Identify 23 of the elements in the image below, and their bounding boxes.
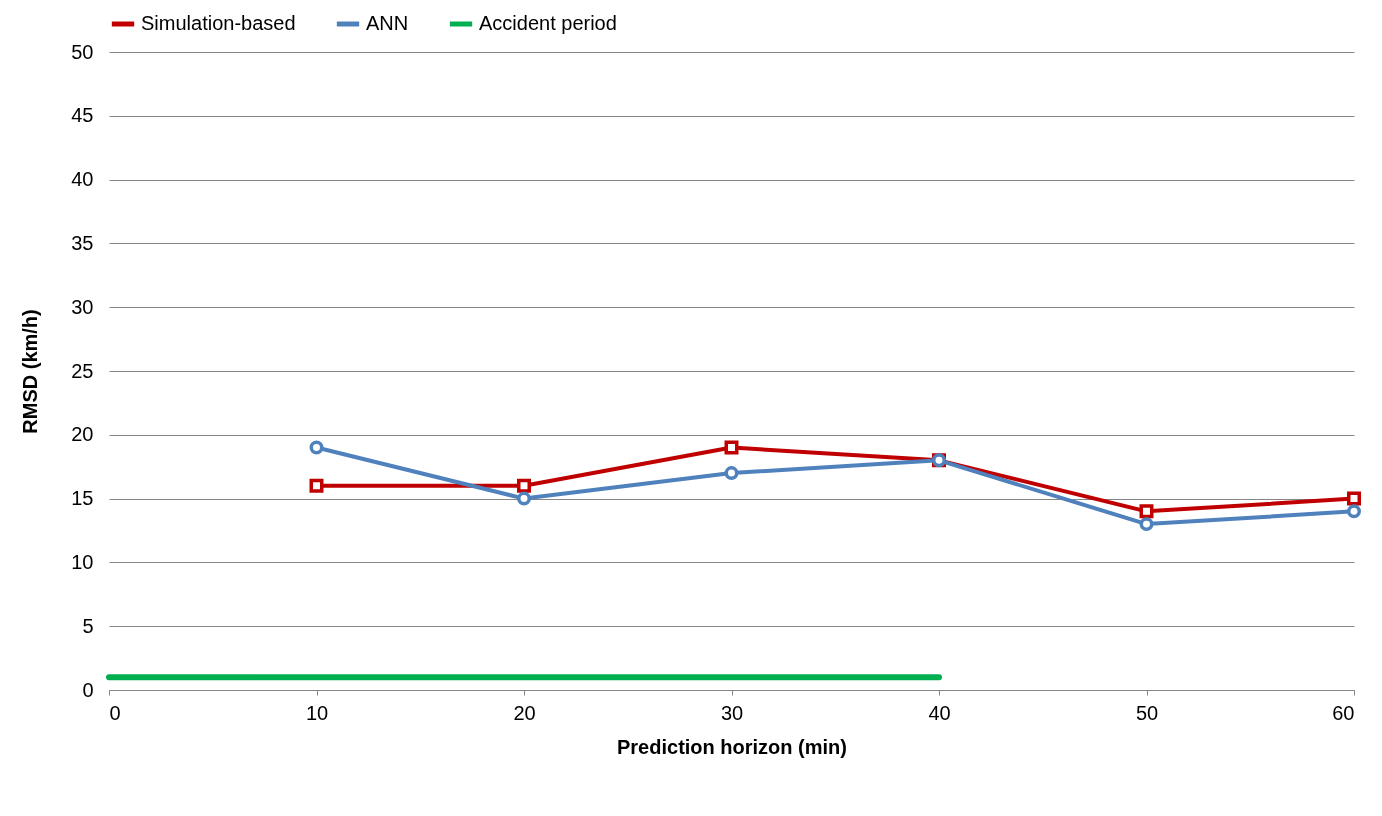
x-tick-label: 0 — [109, 701, 121, 724]
legend-label: ANN — [366, 12, 409, 34]
y-tick-label: 45 — [71, 104, 94, 127]
x-tick-label: 40 — [928, 701, 951, 724]
x-tick-label: 30 — [720, 701, 744, 724]
x-tick-label: 50 — [1135, 701, 1159, 724]
x-tick-label: 10 — [305, 701, 329, 724]
y-tick-label: 0 — [82, 678, 94, 701]
y-axis-title: RMSD (km/h) — [19, 309, 42, 434]
x-tick-label: 60 — [1332, 701, 1355, 724]
y-tick-label: 40 — [71, 168, 94, 191]
legend-label: Accident period — [479, 12, 617, 34]
y-tick-label: 15 — [71, 487, 94, 510]
y-tick-label: 25 — [71, 359, 94, 382]
x-tick-label: 20 — [513, 701, 536, 724]
legend-label: Simulation-based — [141, 12, 296, 34]
y-tick-label: 5 — [82, 614, 94, 637]
y-tick-label: 10 — [71, 550, 94, 573]
y-tick-label: 20 — [71, 423, 94, 446]
y-tick-label: 35 — [71, 231, 94, 254]
y-tick-label: 30 — [71, 295, 94, 318]
x-axis-title: Prediction horizon (min) — [617, 735, 847, 758]
y-tick-label: 50 — [71, 40, 94, 63]
